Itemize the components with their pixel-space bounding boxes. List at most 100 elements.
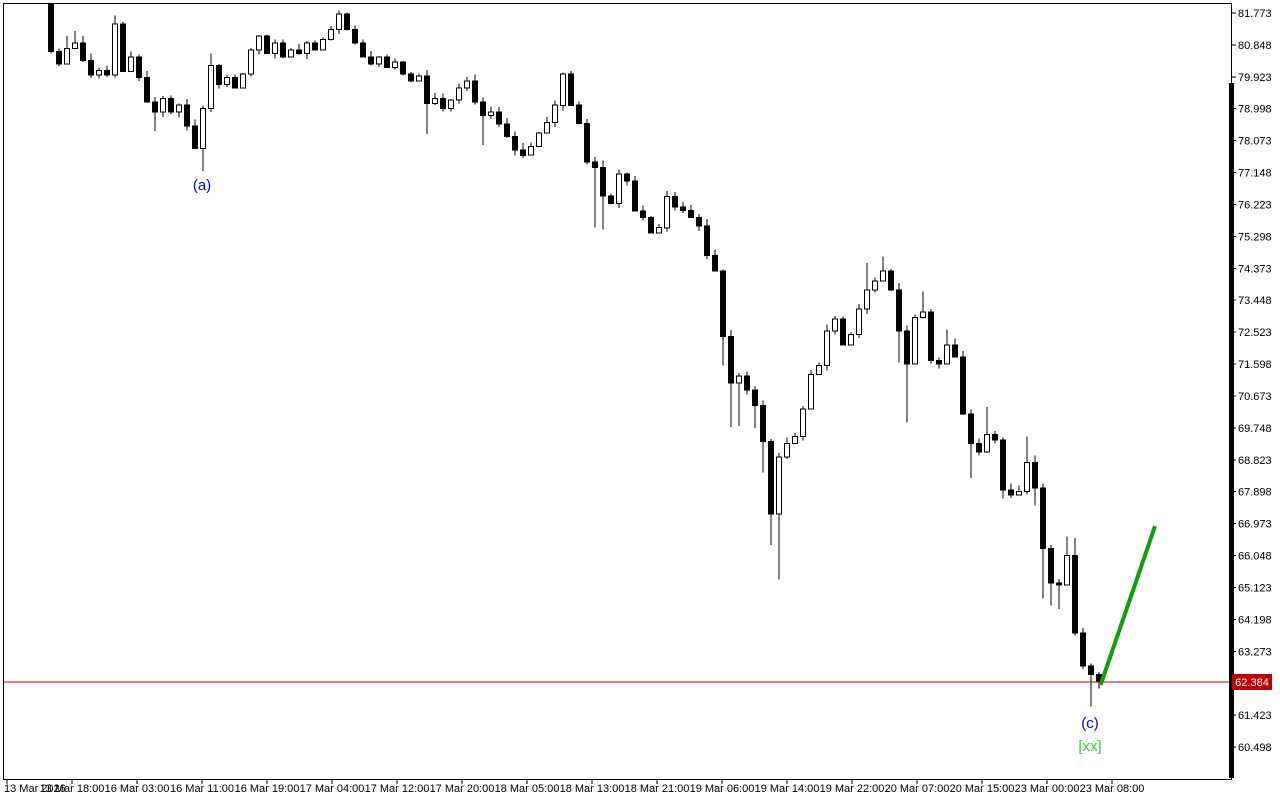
candle — [792, 433, 798, 444]
time-tick-label: 17 Mar 20:00 — [430, 783, 495, 795]
price-tick-label: 69.748 — [1238, 423, 1272, 435]
candle — [408, 72, 414, 82]
candle — [768, 439, 774, 546]
candle — [856, 304, 862, 338]
candle — [944, 329, 950, 365]
candle — [1024, 436, 1030, 495]
time-tick-label: 19 Mar 06:00 — [690, 783, 755, 795]
candle — [584, 119, 590, 165]
candle — [920, 291, 926, 319]
candle — [272, 39, 278, 59]
candle — [128, 51, 134, 72]
candle — [56, 48, 62, 66]
candle — [672, 191, 678, 211]
candle — [64, 36, 70, 65]
candle — [976, 438, 982, 456]
price-axis[interactable]: 81.773 80.848 79.923 78.998 78.073 77.148 76.2… — [1231, 8, 1272, 754]
candle — [104, 65, 110, 78]
price-tick-label: 78.998 — [1238, 104, 1272, 116]
candle — [912, 314, 918, 365]
candle — [784, 437, 790, 459]
candle — [928, 308, 934, 364]
candle — [896, 283, 902, 363]
time-tick-label: 17 Mar 12:00 — [365, 783, 430, 795]
candle — [464, 76, 470, 91]
time-tick-label: 19 Mar 22:00 — [820, 783, 885, 795]
time-tick-label: 23 Mar 00:00 — [1015, 783, 1080, 795]
trendline[interactable] — [1098, 525, 1157, 686]
candle — [712, 249, 718, 272]
candle — [392, 58, 398, 70]
candle — [504, 117, 510, 138]
price-tick-label: 74.373 — [1238, 263, 1272, 275]
candle — [952, 338, 958, 358]
candle — [736, 373, 742, 427]
wave-label-c[interactable]: (c) — [1081, 715, 1099, 732]
candle — [480, 97, 486, 145]
right-border-bar — [1229, 83, 1234, 778]
candle — [816, 362, 822, 375]
candle — [1000, 437, 1006, 499]
candle — [360, 39, 366, 58]
price-tick-label: 61.423 — [1238, 710, 1272, 722]
candle — [160, 96, 166, 118]
price-tick-label: 66.973 — [1238, 519, 1272, 531]
candle — [640, 205, 646, 221]
candle — [216, 64, 222, 89]
wave-label-a[interactable]: (a) — [193, 177, 211, 194]
price-tick-label: 66.048 — [1238, 551, 1272, 563]
time-tick-label: 18 Mar 21:00 — [625, 783, 690, 795]
candle — [312, 40, 318, 51]
candle — [256, 34, 262, 55]
candle — [144, 70, 150, 103]
candle — [520, 143, 526, 159]
candle — [1072, 538, 1078, 636]
candle — [936, 357, 942, 369]
candle — [880, 256, 886, 282]
candle — [1016, 485, 1022, 496]
price-tick-label: 68.823 — [1238, 455, 1272, 467]
candle — [384, 54, 390, 68]
candle — [1048, 545, 1054, 606]
candle — [848, 331, 854, 346]
candle — [680, 202, 686, 214]
candle — [224, 75, 230, 88]
price-tick-label: 81.773 — [1238, 8, 1272, 20]
price-tick-label: 72.523 — [1238, 327, 1272, 339]
candle — [824, 324, 830, 371]
candle — [968, 409, 974, 478]
candle — [592, 157, 598, 228]
time-tick-label: 20 Mar 15:00 — [950, 783, 1015, 795]
candle — [88, 53, 94, 79]
candle — [448, 98, 454, 112]
candle — [728, 330, 734, 428]
candle — [1032, 455, 1038, 506]
time-tick-label: 16 Mar 11:00 — [170, 783, 234, 795]
candle — [176, 103, 182, 118]
candle — [1080, 628, 1086, 670]
candle — [872, 277, 878, 293]
candle — [800, 406, 806, 441]
candle — [664, 191, 670, 232]
time-tick-label: 20 Mar 07:00 — [885, 783, 950, 795]
candle — [328, 26, 334, 41]
candle — [80, 35, 86, 62]
time-tick-label: 17 Mar 04:00 — [300, 783, 365, 795]
candle — [984, 407, 990, 454]
candle — [424, 70, 430, 134]
candle — [528, 142, 534, 156]
candle — [832, 316, 838, 335]
candle — [752, 385, 758, 428]
wave-label-xx[interactable]: [xx] — [1078, 738, 1101, 755]
time-tick-label: 16 Mar 19:00 — [235, 783, 300, 795]
time-tick-label: 23 Mar 08:00 — [1080, 783, 1145, 795]
candle — [240, 73, 246, 89]
candle — [232, 74, 238, 89]
candle — [608, 193, 614, 205]
candle — [456, 83, 462, 104]
price-tick-label: 73.448 — [1238, 295, 1272, 307]
candle — [808, 370, 814, 410]
